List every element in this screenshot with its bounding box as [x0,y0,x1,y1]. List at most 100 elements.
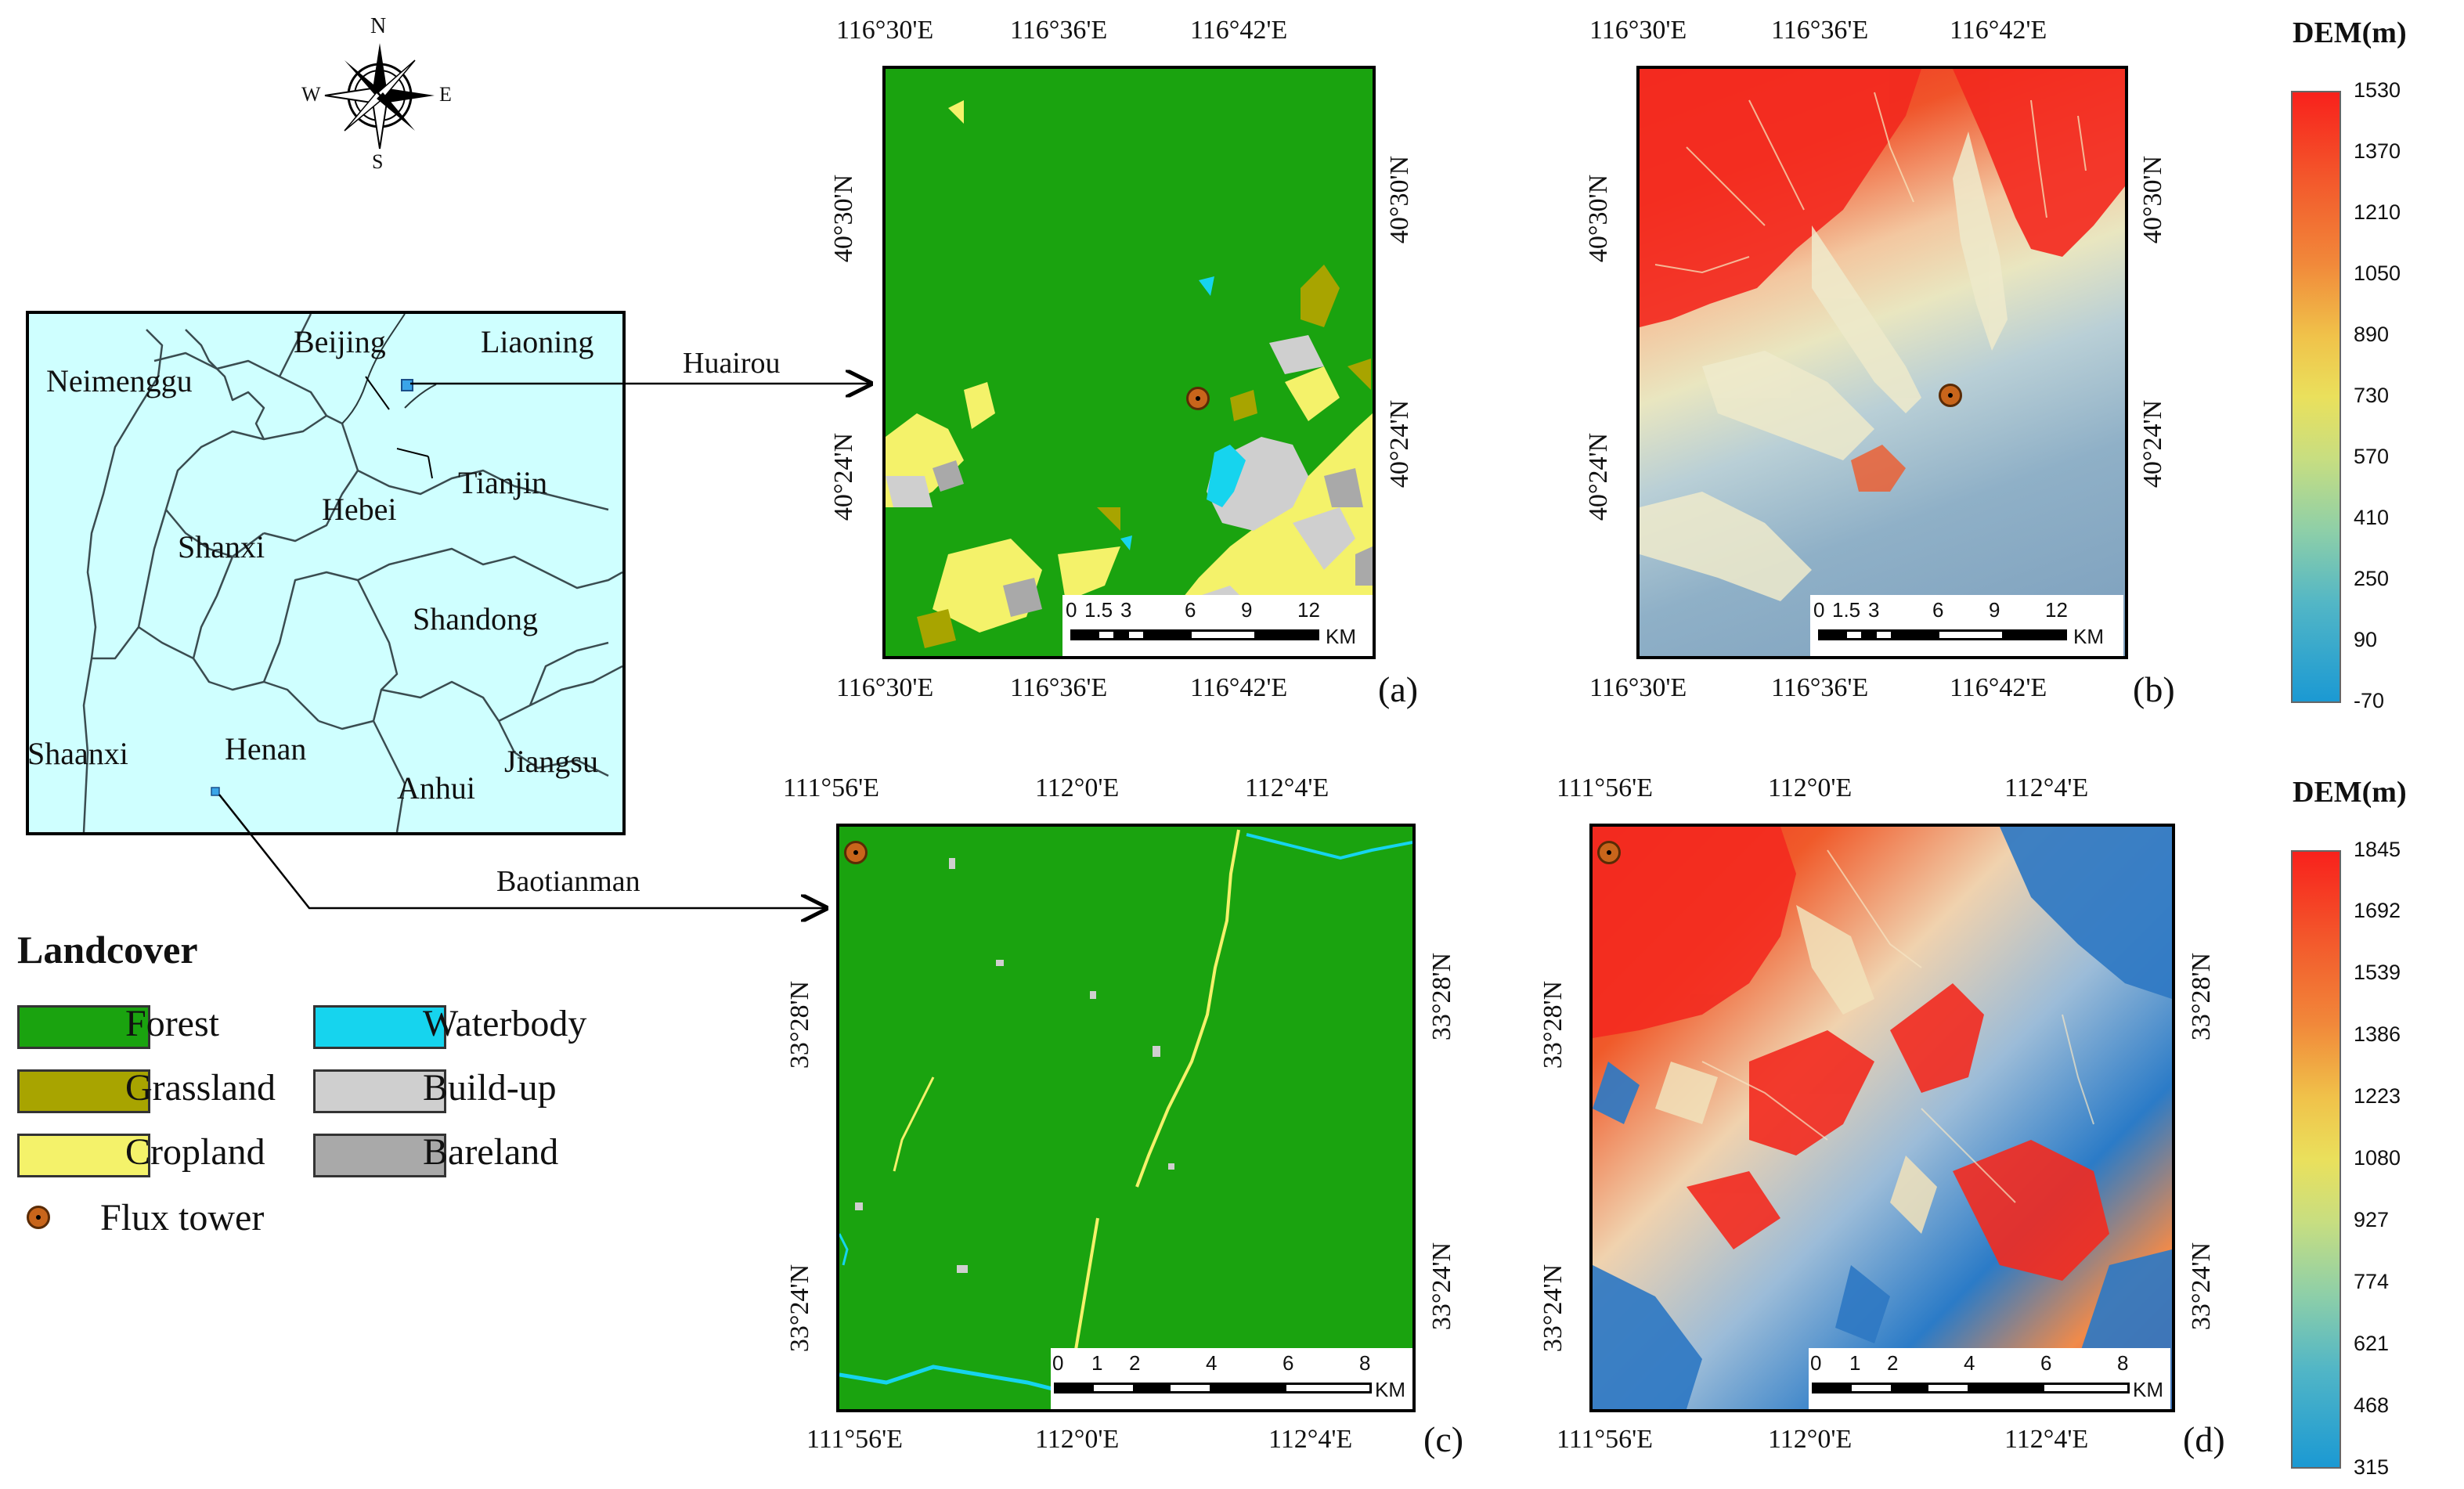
panel-a-flux-tower [1186,387,1210,410]
panel-d-letter: (d) [2183,1419,2225,1459]
dem-bottom-tick: 774 [2354,1270,2390,1293]
legend-label-bareland: Bareland [423,1131,559,1173]
panel-a-top-tick: 116°30'E [836,16,934,45]
panel-b-scale-label: 3 [1868,598,1880,622]
panel-b-right-tick: 40°24'N [2138,399,2168,489]
panel-c-scale-label: 4 [1206,1351,1218,1375]
panel-c-left-tick: 33°28'N [785,980,815,1069]
province-boundaries [82,314,622,832]
panel-d-scale-label: 0 [1810,1351,1822,1375]
dem-bottom-tick: 1692 [2354,899,2401,922]
legend-swatch-forest [17,1005,150,1049]
panel-a-left-tick: 40°24'N [829,432,859,521]
panel-d-right-tick: 33°24'N [2187,1242,2217,1331]
dem-top-tick: 730 [2354,384,2390,407]
legend-label-buildup: Build-up [423,1067,557,1109]
panel-b-scale-label: 12 [2045,598,2068,622]
panel-c-landcover-map: 0 1 2 4 6 8 KM [836,824,1416,1412]
panel-a-scale-label: 0 [1066,598,1077,622]
panel-b-scale-graphic [1818,629,2067,640]
province-label-shanxi: Shanxi [178,529,265,564]
panel-d-scale-label: 6 [2040,1351,2052,1375]
dem-top-tick: 250 [2354,567,2390,590]
legend-swatch-bareland [313,1134,446,1177]
panel-c-landcover-features [839,829,1412,1409]
panel-b-scale-unit: KM [2073,625,2104,648]
dem-top-title: DEM(m) [2293,16,2407,49]
dem-top-tick: 1530 [2354,78,2401,102]
landcover-legend: Landcover Forest Grassland Cropland Wate… [16,924,634,1260]
panel-d-dem-terrain [1593,827,2172,1409]
panel-b-flux-tower [1939,384,1962,407]
panel-c-scale-label: 8 [1359,1351,1371,1375]
panel-b-bottom-tick: 116°42'E [1950,673,2047,702]
dem-bottom-title: DEM(m) [2293,776,2407,809]
province-label-anhui: Anhui [397,770,475,806]
panel-a-scale-label: 3 [1120,598,1132,622]
panel-d-bottom-tick: 111°56'E [1557,1425,1653,1454]
panel-b-scale-label: 0 [1813,598,1825,622]
panel-c-bottom-tick: 111°56'E [806,1425,903,1454]
panel-c-bottom-tick: 112°4'E [1268,1425,1353,1454]
panel-c-scale-label: 6 [1283,1351,1294,1375]
dem-top-tick: -70 [2354,689,2385,712]
compass-north-label: N [370,14,387,38]
panel-d-scale-bar: 0 1 2 4 6 8 KM [1809,1348,2170,1409]
panel-b-left-tick: 40°24'N [1584,432,1614,521]
panel-d-scale-label: 4 [1964,1351,1975,1375]
panel-a-scale-label: 12 [1297,598,1320,622]
legend-swatch-grassland [17,1069,150,1113]
province-label-shandong: Shandong [413,601,538,636]
legend-title: Landcover [17,928,198,972]
site-label-baotianman: Baotianman [496,865,640,898]
province-label-neimenggu: Neimenggu [46,363,193,398]
panel-b-right-tick: 40°30'N [2138,155,2168,244]
panel-b-bottom-tick: 116°30'E [1589,673,1687,702]
legend-flux-tower-icon [27,1206,50,1229]
legend-swatch-buildup [313,1069,446,1113]
panel-b-top-tick: 116°36'E [1771,16,1869,45]
panel-a-letter: (a) [1378,669,1419,709]
compass-rose-icon [324,43,435,150]
panel-d-top-tick: 112°4'E [2004,773,2089,802]
panel-a-landcover-patches [886,100,1373,656]
legend-label-grassland: Grassland [125,1067,276,1109]
panel-d-scale-unit: KM [2133,1378,2163,1401]
panel-a-scale-label: 6 [1185,598,1196,622]
dem-bottom-tick: 1386 [2354,1022,2401,1046]
province-label-shaanxi: Shaanxi [27,736,128,771]
panel-a-bottom-tick: 116°30'E [836,673,934,702]
panel-c-top-tick: 112°4'E [1245,773,1329,802]
panel-a-right-tick: 40°24'N [1385,399,1415,489]
legend-label-waterbody: Waterbody [423,1003,587,1044]
panel-c-scale-label: 1 [1091,1351,1103,1375]
province-label-hebei: Hebei [322,492,397,527]
panel-c-right-tick: 33°24'N [1427,1242,1457,1331]
panel-d-bottom-tick: 112°0'E [1768,1425,1853,1454]
site-label-huairou: Huairou [683,347,781,380]
panel-c-letter: (c) [1423,1419,1464,1459]
panel-d-bottom-tick: 112°4'E [2004,1425,2089,1454]
panel-a-scale-graphic [1070,629,1319,640]
panel-c-scale-graphic [1054,1383,1372,1393]
legend-swatch-cropland [17,1134,150,1177]
province-label-henan: Henan [225,731,307,766]
province-label-tianjin: Tianjin [458,465,548,500]
compass-south-label: S [372,150,384,173]
panel-d-left-tick: 33°24'N [1539,1264,1568,1353]
province-label-jiangsu: Jiangsu [504,744,598,779]
dem-bottom-tick: 468 [2354,1393,2390,1417]
legend-label-forest: Forest [125,1003,219,1044]
dem-bottom-tick: 1539 [2354,961,2401,984]
dem-top-tick: 1370 [2354,139,2401,163]
dem-top-ticks: 1530 1370 1210 1050 890 730 570 410 250 … [2341,78,2435,720]
panel-b-scale-label: 1.5 [1832,598,1861,622]
dem-top-colorbar [2291,91,2341,703]
panel-b-dem-terrain [1640,69,2125,601]
panel-c-scale-label: 0 [1052,1351,1064,1375]
panel-a-scale-unit: KM [1326,625,1356,648]
panel-b-top-tick: 116°42'E [1950,16,2047,45]
panel-d-scale-graphic [1812,1383,2130,1393]
panel-b-letter: (b) [2133,669,2175,709]
dem-bottom-tick: 315 [2354,1455,2390,1479]
